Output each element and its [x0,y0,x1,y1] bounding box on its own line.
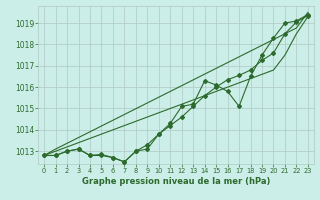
X-axis label: Graphe pression niveau de la mer (hPa): Graphe pression niveau de la mer (hPa) [82,177,270,186]
